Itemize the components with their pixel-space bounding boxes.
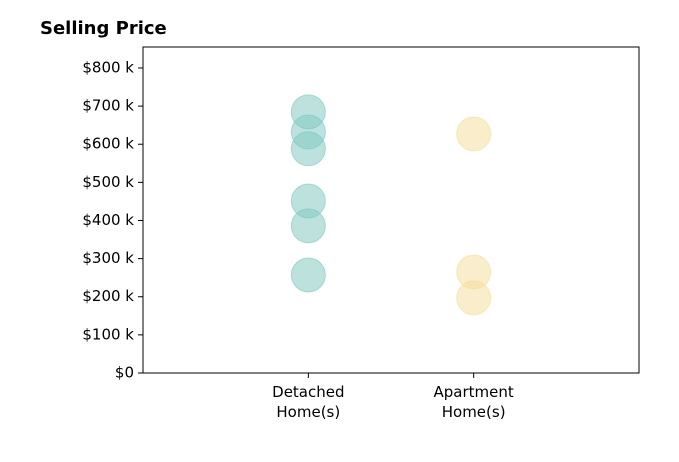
y-tick-label: $400 k [82, 211, 134, 229]
chart-title: Selling Price [40, 18, 167, 39]
point [456, 280, 492, 316]
y-tick-label: $500 k [82, 173, 134, 191]
y-tick-label: $200 k [82, 287, 134, 305]
point [456, 116, 492, 152]
y-tick-label: $600 k [82, 135, 134, 153]
y-tick-label: $100 k [82, 325, 134, 343]
y-tick-label: $300 k [82, 249, 134, 267]
plot-frame [142, 46, 640, 374]
x-tick-label: Apartment Home(s) [433, 383, 514, 421]
y-tick-label: $800 k [82, 58, 134, 76]
x-tick-label: Detached Home(s) [272, 383, 345, 421]
y-tick-label: $0 [115, 364, 134, 382]
point [290, 257, 326, 293]
point [290, 131, 326, 167]
point [290, 208, 326, 244]
y-tick-label: $700 k [82, 97, 134, 115]
